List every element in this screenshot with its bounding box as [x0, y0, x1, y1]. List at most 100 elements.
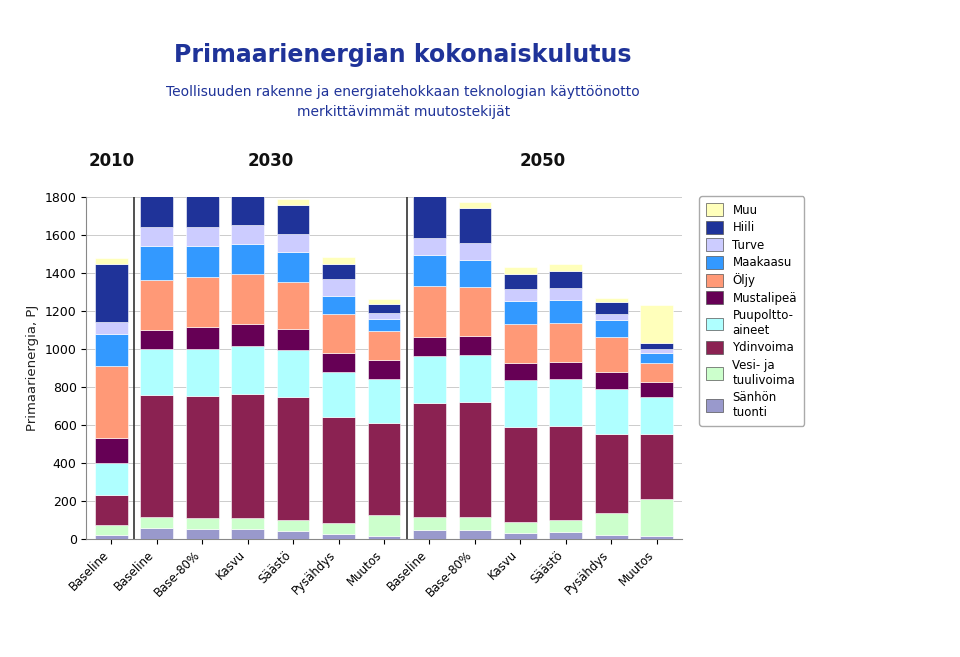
- Bar: [549, 323, 582, 362]
- Bar: [231, 346, 264, 394]
- Bar: [140, 171, 173, 186]
- Bar: [140, 528, 173, 539]
- Bar: [413, 355, 445, 403]
- Bar: [186, 327, 219, 349]
- Bar: [368, 319, 400, 331]
- Bar: [595, 314, 628, 319]
- Bar: [323, 417, 355, 522]
- Bar: [413, 196, 445, 238]
- Bar: [276, 282, 309, 329]
- Bar: [276, 252, 309, 282]
- Text: 2030: 2030: [248, 152, 294, 170]
- Bar: [95, 323, 128, 334]
- Bar: [323, 279, 355, 296]
- Bar: [459, 287, 492, 336]
- Bar: [276, 397, 309, 520]
- Bar: [504, 427, 537, 522]
- Bar: [323, 257, 355, 263]
- Bar: [323, 296, 355, 314]
- Bar: [595, 513, 628, 535]
- Bar: [368, 360, 400, 379]
- Bar: [504, 533, 537, 539]
- Bar: [504, 289, 537, 300]
- Text: Primaarienergian kokonaiskulutus: Primaarienergian kokonaiskulutus: [175, 43, 632, 67]
- Bar: [459, 208, 492, 242]
- Bar: [95, 495, 128, 526]
- Bar: [504, 274, 537, 289]
- Bar: [276, 199, 309, 205]
- Bar: [595, 535, 628, 539]
- Bar: [276, 520, 309, 531]
- Bar: [459, 260, 492, 287]
- Bar: [504, 300, 537, 325]
- Bar: [595, 319, 628, 336]
- Bar: [323, 314, 355, 353]
- Bar: [368, 379, 400, 423]
- Bar: [186, 518, 219, 530]
- Bar: [231, 530, 264, 539]
- Text: 2050: 2050: [520, 152, 566, 170]
- Bar: [231, 225, 264, 244]
- Bar: [95, 263, 128, 323]
- Y-axis label: Primaarienergia, PJ: Primaarienergia, PJ: [26, 305, 39, 431]
- Bar: [323, 353, 355, 372]
- Bar: [640, 536, 673, 539]
- Bar: [640, 499, 673, 536]
- Bar: [231, 518, 264, 530]
- Bar: [276, 205, 309, 234]
- Bar: [640, 343, 673, 349]
- Legend: Muu, Hiili, Turve, Maakaasu, Öljy, Mustalipeä, Puupoltto-
aineet, Ydinvoima, Ves: Muu, Hiili, Turve, Maakaasu, Öljy, Musta…: [700, 196, 804, 426]
- Bar: [140, 186, 173, 227]
- Bar: [595, 298, 628, 302]
- Bar: [186, 181, 219, 189]
- Bar: [413, 403, 445, 517]
- Bar: [640, 434, 673, 499]
- Bar: [595, 336, 628, 372]
- Bar: [95, 258, 128, 263]
- Bar: [595, 302, 628, 314]
- Bar: [459, 530, 492, 539]
- Bar: [549, 300, 582, 323]
- Bar: [95, 334, 128, 366]
- Bar: [231, 193, 264, 225]
- Bar: [368, 331, 400, 360]
- Bar: [140, 280, 173, 330]
- Bar: [459, 355, 492, 402]
- Bar: [549, 426, 582, 520]
- Bar: [368, 423, 400, 515]
- Text: 2010: 2010: [88, 152, 134, 170]
- Bar: [549, 288, 582, 300]
- Bar: [595, 434, 628, 513]
- Bar: [186, 227, 219, 246]
- Bar: [186, 349, 219, 396]
- Bar: [140, 517, 173, 528]
- Bar: [459, 202, 492, 208]
- Bar: [549, 520, 582, 532]
- Bar: [549, 532, 582, 539]
- Bar: [413, 189, 445, 196]
- Bar: [140, 227, 173, 246]
- Bar: [549, 271, 582, 288]
- Bar: [413, 530, 445, 539]
- Bar: [140, 349, 173, 396]
- Bar: [231, 274, 264, 325]
- Bar: [595, 372, 628, 389]
- Bar: [640, 382, 673, 397]
- Bar: [231, 325, 264, 346]
- Bar: [95, 438, 128, 463]
- Bar: [186, 189, 219, 227]
- Bar: [323, 263, 355, 279]
- Bar: [368, 536, 400, 539]
- Bar: [276, 350, 309, 397]
- Bar: [323, 372, 355, 417]
- Bar: [323, 522, 355, 534]
- Bar: [186, 396, 219, 518]
- Bar: [323, 534, 355, 539]
- Bar: [549, 379, 582, 426]
- Bar: [413, 238, 445, 255]
- Bar: [140, 246, 173, 280]
- Bar: [276, 531, 309, 539]
- Bar: [140, 330, 173, 349]
- Bar: [459, 242, 492, 260]
- Bar: [413, 255, 445, 286]
